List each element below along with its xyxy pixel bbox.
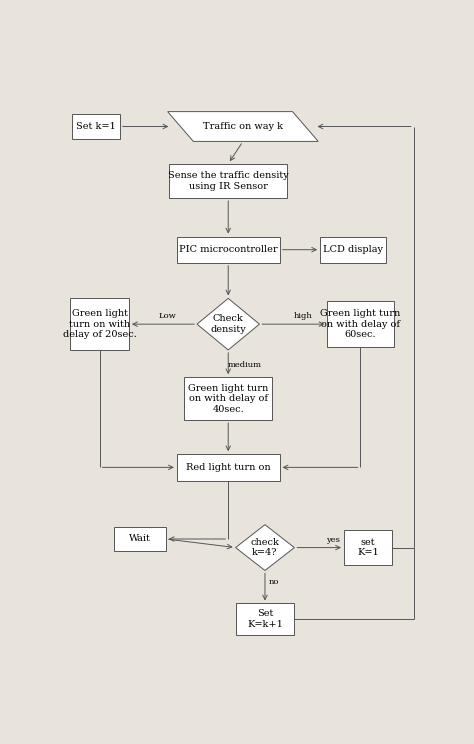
Text: Green light turn
on with delay of
60sec.: Green light turn on with delay of 60sec. <box>320 310 401 339</box>
Text: yes: yes <box>326 536 340 544</box>
Text: no: no <box>269 578 279 586</box>
Text: Sense the traffic density
using IR Sensor: Sense the traffic density using IR Senso… <box>168 171 289 190</box>
FancyBboxPatch shape <box>72 115 120 138</box>
FancyBboxPatch shape <box>184 377 272 420</box>
FancyBboxPatch shape <box>177 237 280 263</box>
Text: Wait: Wait <box>129 534 151 543</box>
Text: Red light turn on: Red light turn on <box>186 463 271 472</box>
Text: medium: medium <box>228 362 262 370</box>
FancyBboxPatch shape <box>114 527 166 551</box>
FancyBboxPatch shape <box>177 454 280 481</box>
Text: Green light turn
on with delay of
40sec.: Green light turn on with delay of 40sec. <box>188 384 268 414</box>
Polygon shape <box>168 112 318 141</box>
FancyBboxPatch shape <box>344 530 392 565</box>
FancyBboxPatch shape <box>328 301 393 347</box>
Text: check
k=4?: check k=4? <box>251 538 279 557</box>
FancyBboxPatch shape <box>236 603 294 635</box>
Polygon shape <box>236 525 294 571</box>
Text: high: high <box>294 312 313 320</box>
Text: Set
K=k+1: Set K=k+1 <box>247 609 283 629</box>
Text: set
K=1: set K=1 <box>357 538 379 557</box>
Text: PIC microcontroller: PIC microcontroller <box>179 246 278 254</box>
FancyBboxPatch shape <box>70 298 129 350</box>
Text: Traffic on way k: Traffic on way k <box>203 122 283 131</box>
Polygon shape <box>197 298 259 350</box>
FancyBboxPatch shape <box>320 237 386 263</box>
FancyBboxPatch shape <box>170 164 287 198</box>
Text: LCD display: LCD display <box>323 246 383 254</box>
Text: Check
density: Check density <box>210 315 246 334</box>
Text: Low: Low <box>159 312 176 320</box>
Text: Set k=1: Set k=1 <box>76 122 116 131</box>
Text: Green light
turn on with
delay of 20sec.: Green light turn on with delay of 20sec. <box>63 310 137 339</box>
